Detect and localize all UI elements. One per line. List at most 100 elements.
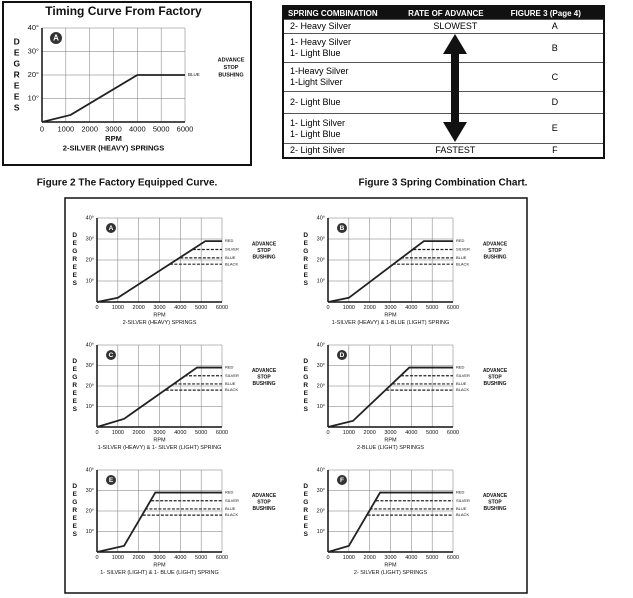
spring-cell: 2- Light Blue (283, 91, 405, 114)
x-tick-label: 1000 (112, 430, 124, 436)
column-header: SPRING COMBINATION (283, 6, 405, 20)
spring-cell: 1-Heavy Silver 1-Light Silver (283, 62, 405, 92)
spring-cell: 1- Light Silver 1- Light Blue (283, 113, 405, 144)
caption: Figure 2 The Factory Equipped Curve. (37, 178, 218, 189)
y-tick-label: 10° (317, 278, 325, 284)
x-tick-label: 6000 (177, 124, 194, 133)
curve (96, 240, 222, 303)
y-axis-label: DEGREES (71, 358, 78, 414)
legend-label: BLUE (225, 506, 236, 511)
legend-label: BLACK (225, 387, 238, 392)
rate-cell: SLOWEST (404, 19, 507, 34)
y-tick-label: 40° (86, 467, 94, 473)
x-tick-label: 4000 (174, 430, 186, 436)
y-tick-label: 10° (317, 404, 325, 410)
panel-badge (337, 350, 347, 360)
x-tick-label: 1000 (343, 305, 355, 311)
legend-label: RED (225, 365, 234, 370)
spring-line: 2- Light Silver (290, 145, 346, 155)
annotation: BUSHING (483, 506, 506, 512)
annotation: STOP (224, 65, 239, 71)
panel-badge (106, 350, 116, 360)
x-tick-label: 1000 (112, 555, 124, 561)
annotation: BUSHING (483, 254, 506, 260)
legend-label: BLUE (456, 381, 467, 386)
x-tick-label: 5000 (153, 124, 170, 133)
spring-cell: 1- Heavy Silver 1- Light Blue (283, 33, 405, 63)
x-tick-label: 2000 (133, 555, 145, 561)
legend-label: SILVER (225, 373, 239, 378)
x-tick-label: 0 (95, 305, 98, 311)
legend-label: BLUE (456, 506, 467, 511)
annotation: STOP (257, 248, 271, 254)
y-tick-label: 30° (317, 236, 325, 242)
annotation: STOP (488, 499, 502, 505)
panel-badge (337, 475, 347, 485)
x-tick-label: 1000 (57, 124, 74, 133)
figure-cell: E (506, 113, 604, 144)
annotation: ADVANCE (252, 241, 277, 247)
figure-4-frame (64, 197, 528, 594)
legend-label: RED (225, 490, 234, 495)
x-tick-label: 2000 (133, 430, 145, 436)
legend-label: BLUE (225, 255, 236, 260)
x-tick-label: 3000 (153, 555, 165, 561)
x-tick-label: 3000 (153, 430, 165, 436)
x-tick-label: 6000 (447, 430, 459, 436)
figure-cell: B (506, 33, 604, 63)
subtitle: 2-SILVER (HEAVY) SPRINGS (63, 143, 164, 152)
panel-badge (337, 223, 347, 233)
y-tick-label: 10° (86, 278, 94, 284)
subtitle: 2- SILVER (LIGHT) SPRINGS (354, 570, 428, 576)
x-tick-label: 0 (95, 555, 98, 561)
header-row: SPRING COMBINATION RATE OF ADVANCE FIGURE … (283, 6, 604, 20)
legend-label: SILVER (225, 247, 239, 252)
x-axis-label: RPM (153, 562, 166, 568)
panel-badge (50, 32, 62, 44)
y-tick-label: 40° (317, 342, 325, 348)
x-tick-label: 0 (326, 430, 329, 436)
spring-line: 1- Heavy Silver (290, 37, 352, 47)
y-tick-label: 20° (317, 508, 325, 514)
legend-label: BLACK (225, 512, 238, 517)
annotation: BUSHING (218, 72, 243, 78)
x-tick-label: 5000 (426, 305, 438, 311)
x-tick-label: 0 (40, 124, 44, 133)
annotation: BUSHING (252, 254, 275, 260)
x-axis-label: RPM (153, 312, 166, 318)
curve (41, 74, 185, 123)
curve (327, 366, 453, 428)
legend-label: BLUE (456, 255, 467, 260)
annotation: ADVANCE (252, 493, 277, 499)
y-axis-label: DEGREES (302, 232, 309, 288)
curve (327, 240, 453, 303)
table-row: 2- Heavy Silver SLOWEST A (283, 19, 604, 34)
x-tick-label: 4000 (174, 305, 186, 311)
panel-badge (106, 475, 116, 485)
subtitle: 2-BLUE (LIGHT) SPRINGS (357, 445, 424, 451)
y-axis-label: DEGREES (302, 483, 309, 539)
x-tick-label: 5000 (195, 430, 207, 436)
annotation: STOP (257, 499, 271, 505)
x-tick-label: 4000 (405, 430, 417, 436)
annotation: ADVANCE (483, 493, 508, 499)
annotation: ADVANCE (218, 57, 245, 63)
x-tick-label: 2000 (364, 305, 376, 311)
y-tick-label: 30° (86, 236, 94, 242)
y-axis-label: DEGREES (71, 232, 78, 288)
x-tick-label: 4000 (405, 305, 417, 311)
x-tick-label: 2000 (364, 555, 376, 561)
y-tick-label: 40° (86, 215, 94, 221)
x-tick-label: 6000 (216, 305, 228, 311)
panel-label: D (340, 352, 345, 359)
spring-line: 1-Light Silver (290, 77, 343, 87)
y-tick-label: 30° (317, 363, 325, 369)
legend-label: BLACK (456, 512, 469, 517)
x-tick-label: 4000 (129, 124, 146, 133)
y-tick-label: 30° (86, 363, 94, 369)
figure-cell: F (506, 143, 604, 158)
spring-line: 2- Light Blue (290, 97, 341, 107)
x-tick-label: 5000 (195, 305, 207, 311)
y-axis-label: DEGREES (12, 37, 22, 114)
